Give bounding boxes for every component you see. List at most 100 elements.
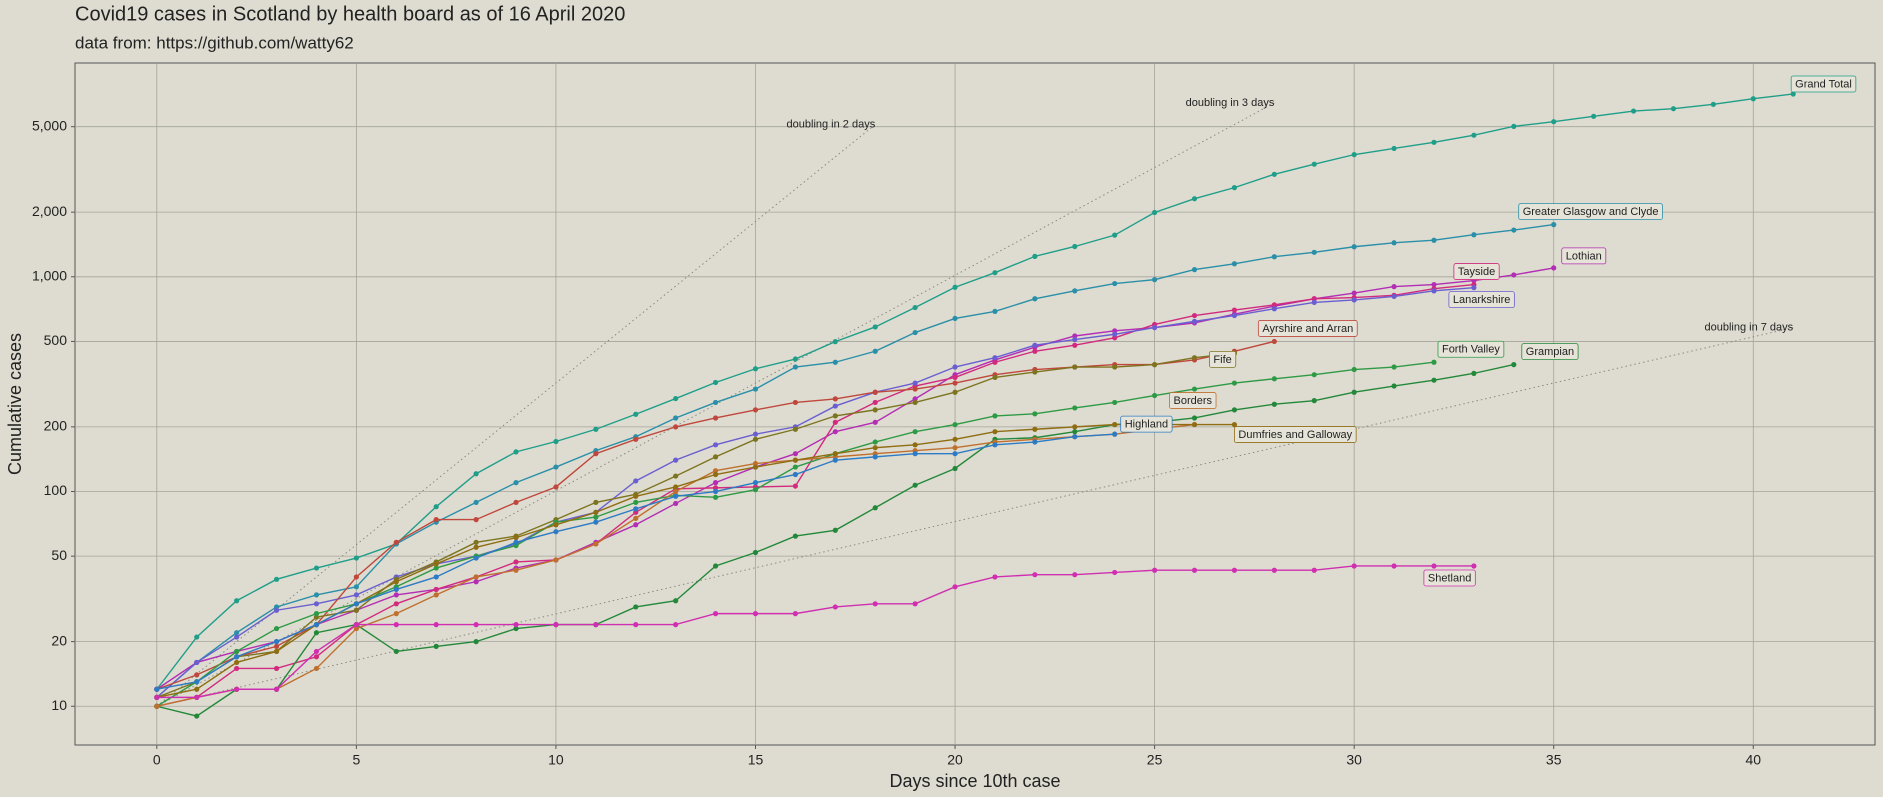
series-line xyxy=(156,565,1474,699)
series xyxy=(154,91,1796,692)
data-point xyxy=(752,480,759,486)
data-point xyxy=(1191,267,1198,273)
data-point xyxy=(393,622,399,628)
data-point xyxy=(593,499,599,505)
data-point xyxy=(952,465,958,472)
data-point xyxy=(513,449,519,455)
data-point xyxy=(433,574,439,580)
data-point xyxy=(154,694,160,700)
data-point xyxy=(792,356,798,362)
data-point xyxy=(832,527,838,533)
chart-title: Covid19 cases in Scotland by health boar… xyxy=(75,3,625,25)
series-label-box xyxy=(1518,203,1663,221)
series-label: Tayside xyxy=(1458,266,1495,278)
data-point xyxy=(1431,237,1437,243)
data-point xyxy=(194,686,200,692)
data-point xyxy=(1750,96,1756,102)
data-point xyxy=(872,407,878,413)
data-point xyxy=(1072,405,1078,411)
data-point xyxy=(1112,280,1118,287)
data-point xyxy=(1431,281,1437,288)
data-point xyxy=(473,499,479,505)
data-point xyxy=(553,438,559,445)
data-point xyxy=(633,478,639,484)
data-point xyxy=(952,389,958,395)
data-point xyxy=(1112,399,1118,406)
data-point xyxy=(712,399,719,406)
data-point xyxy=(912,386,918,392)
data-point xyxy=(513,567,519,573)
series-label: Shetland xyxy=(1428,572,1471,584)
data-point xyxy=(792,483,798,489)
data-point xyxy=(433,622,439,628)
data-point xyxy=(633,522,639,528)
data-point xyxy=(593,519,599,525)
series xyxy=(154,431,1118,692)
data-point xyxy=(1032,348,1038,354)
data-point xyxy=(1431,359,1437,365)
data-point xyxy=(1391,284,1397,290)
data-point xyxy=(1112,569,1118,576)
data-point xyxy=(194,659,200,666)
data-point xyxy=(633,499,639,505)
data-point xyxy=(992,374,998,380)
data-point xyxy=(1032,342,1038,348)
data-point xyxy=(1391,240,1397,246)
data-point xyxy=(473,639,479,645)
y-tick-label: 50 xyxy=(51,547,67,563)
data-point xyxy=(1271,254,1277,260)
data-point xyxy=(1351,297,1357,303)
data-point xyxy=(633,493,639,499)
series-label-box xyxy=(1437,340,1505,358)
x-tick-label: 25 xyxy=(1147,752,1163,768)
series-label-box xyxy=(1453,263,1500,280)
data-point xyxy=(433,517,439,523)
data-point xyxy=(1191,567,1198,573)
data-point xyxy=(553,522,559,528)
series-label: Lanarkshire xyxy=(1453,294,1510,306)
data-point xyxy=(872,445,878,451)
data-point xyxy=(393,648,399,655)
data-point xyxy=(593,451,599,457)
data-point xyxy=(154,703,160,709)
data-point xyxy=(1391,145,1397,152)
data-point xyxy=(752,431,759,437)
data-point xyxy=(473,622,479,628)
data-point xyxy=(313,654,320,660)
data-point xyxy=(1351,152,1357,158)
data-point xyxy=(1152,392,1158,399)
data-point xyxy=(633,515,639,521)
data-point xyxy=(712,485,719,491)
data-point xyxy=(234,665,240,672)
data-point xyxy=(1072,424,1078,430)
data-point xyxy=(872,324,878,330)
data-point xyxy=(832,359,838,365)
data-point xyxy=(792,464,798,470)
y-tick-label: 2,000 xyxy=(32,203,67,219)
data-point xyxy=(673,415,679,421)
data-point xyxy=(1351,244,1357,250)
data-point xyxy=(1112,331,1118,337)
x-tick-label: 0 xyxy=(153,752,161,768)
data-point xyxy=(1391,293,1397,300)
data-point xyxy=(1191,415,1198,421)
data-point xyxy=(353,607,359,613)
x-tick-label: 30 xyxy=(1346,752,1362,768)
data-point xyxy=(712,480,719,486)
x-tick-label: 35 xyxy=(1546,752,1562,768)
data-point xyxy=(912,429,918,435)
series xyxy=(154,563,1477,700)
data-point xyxy=(313,611,320,617)
data-point xyxy=(992,308,998,314)
data-point xyxy=(832,396,838,402)
data-point xyxy=(1072,333,1078,339)
data-point xyxy=(673,488,679,495)
data-point xyxy=(1072,243,1078,250)
reference-label: doubling in 7 days xyxy=(1704,321,1793,333)
data-point xyxy=(194,713,200,719)
data-point xyxy=(1351,290,1357,296)
data-point xyxy=(273,607,280,613)
data-point xyxy=(1191,318,1198,324)
data-point xyxy=(952,364,958,370)
data-point xyxy=(393,586,399,593)
